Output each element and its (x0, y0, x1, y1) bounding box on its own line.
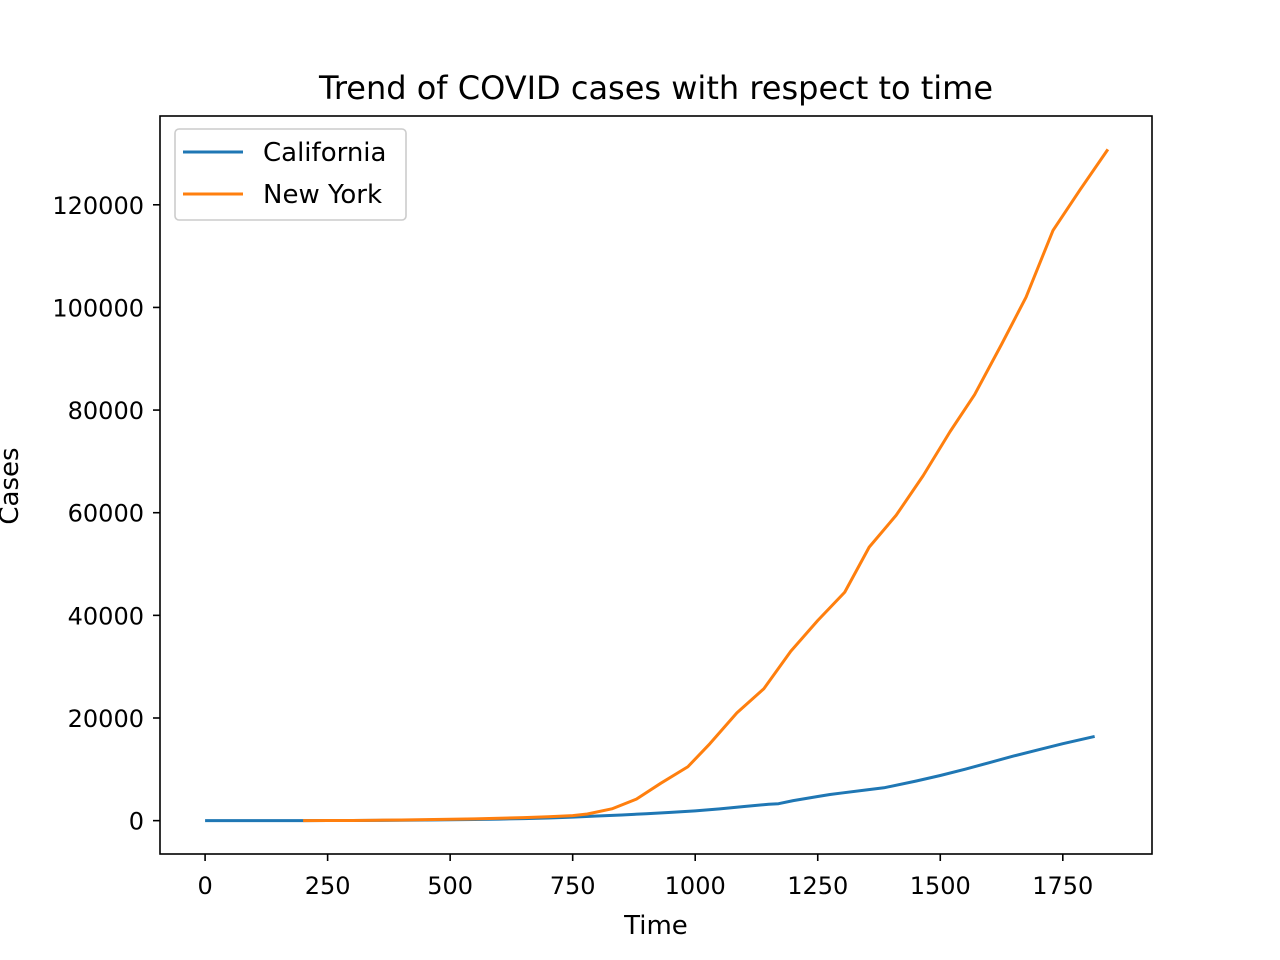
legend-label-california: California (263, 138, 386, 168)
plot-area (205, 148, 1110, 823)
axes-frame (159, 115, 1153, 855)
series-line-new-york (303, 148, 1110, 823)
x-tick-label: 750 (550, 872, 596, 900)
x-axis-ticks: 0 250 500 750 1000 1250 1500 1750 (197, 854, 1093, 900)
x-tick-label: 0 (197, 872, 212, 900)
x-tick-label: 1500 (910, 872, 971, 900)
y-axis-label: Cases (0, 447, 25, 524)
chart-title: Trend of COVID cases with respect to tim… (318, 69, 993, 107)
legend-label-new-york: New York (263, 180, 382, 210)
x-axis-label: Time (623, 911, 688, 941)
x-tick-label: 500 (427, 872, 473, 900)
legend: California New York (174, 128, 407, 221)
y-tick-label: 100000 (52, 294, 144, 322)
y-axis-ticks: 0 20000 40000 60000 80000 100000 120000 (52, 192, 160, 836)
y-tick-label: 60000 (68, 500, 144, 528)
y-tick-label: 120000 (52, 192, 144, 220)
x-tick-label: 1750 (1032, 872, 1093, 900)
y-tick-label: 0 (129, 808, 144, 836)
y-tick-label: 20000 (68, 705, 144, 733)
x-tick-label: 1250 (787, 872, 848, 900)
x-tick-label: 1000 (665, 872, 726, 900)
y-tick-label: 40000 (68, 602, 144, 630)
x-tick-label: 250 (305, 872, 351, 900)
y-tick-label: 80000 (68, 397, 144, 425)
